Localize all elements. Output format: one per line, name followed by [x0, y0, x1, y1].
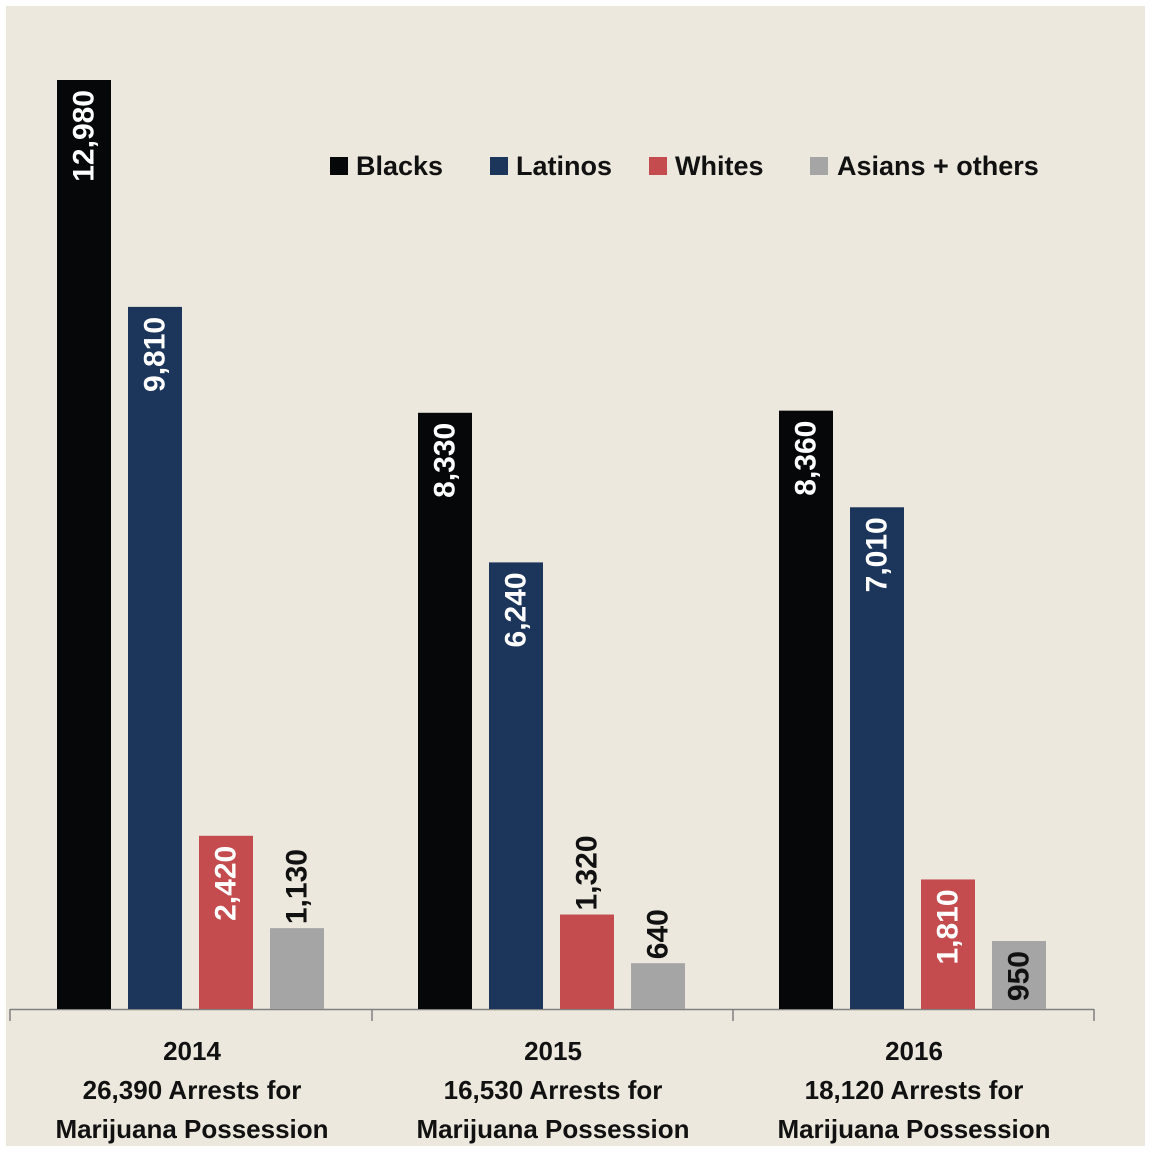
bar-whites-2015 — [560, 914, 614, 1009]
data-label-whites-2016: 1,810 — [932, 889, 965, 964]
data-label-whites-2015: 1,320 — [571, 835, 604, 910]
category-label-arrests-2016: 18,120 Arrests for — [805, 1075, 1024, 1105]
bar-latinos-2014 — [128, 306, 182, 1009]
bar-chart: 12,980 8,330 8,360 9,810 6,240 7,010 2,420 1,32… — [9, 80, 1095, 1144]
bar-whites-2014 — [199, 835, 253, 1009]
bar-blacks-2016 — [779, 410, 833, 1009]
category-label-arrests-2014: 26,390 Arrests for — [83, 1075, 302, 1105]
data-label-blacks-2014: 12,980 — [68, 90, 101, 182]
category-label-description-2014: Marijuana Possession — [55, 1114, 328, 1144]
legend-swatch-asians-others — [810, 157, 828, 175]
legend-swatch-latinos — [490, 157, 508, 175]
category-label-year-2015: 2015 — [524, 1036, 582, 1066]
bar-latinos-2016 — [850, 507, 904, 1009]
bar-asians-others-2014 — [270, 928, 324, 1009]
bar-blacks-2015 — [418, 412, 472, 1009]
data-label-blacks-2015: 8,330 — [429, 423, 462, 498]
data-label-asians-others-2014: 1,130 — [281, 849, 314, 924]
category-label-description-2015: Marijuana Possession — [416, 1114, 689, 1144]
legend-label-whites: Whites — [675, 151, 764, 181]
legend-label-latinos: Latinos — [516, 151, 612, 181]
data-label-latinos-2015: 6,240 — [500, 572, 533, 647]
category-label-year-2016: 2016 — [885, 1036, 943, 1066]
data-label-asians-others-2015: 640 — [642, 909, 675, 959]
data-label-blacks-2016: 8,360 — [790, 421, 823, 496]
bar-blacks-2014 — [57, 80, 111, 1009]
legend-label-asians-others: Asians + others — [837, 151, 1039, 181]
legend-swatch-whites — [649, 157, 667, 175]
legend-label-blacks: Blacks — [356, 151, 443, 181]
category-label-year-2014: 2014 — [163, 1036, 221, 1066]
bar-whites-2016 — [921, 879, 975, 1009]
bar-asians-others-2015 — [631, 963, 685, 1009]
bar-latinos-2015 — [489, 562, 543, 1009]
legend-swatch-blacks — [330, 157, 348, 175]
category-label-arrests-2015: 16,530 Arrests for — [444, 1075, 663, 1105]
category-label-description-2016: Marijuana Possession — [777, 1114, 1050, 1144]
data-label-latinos-2014: 9,810 — [139, 317, 172, 392]
data-label-asians-others-2016: 950 — [1003, 951, 1036, 1001]
data-label-latinos-2016: 7,010 — [861, 517, 894, 592]
data-label-whites-2014: 2,420 — [210, 846, 243, 921]
bar-asians-others-2016 — [992, 941, 1046, 1009]
